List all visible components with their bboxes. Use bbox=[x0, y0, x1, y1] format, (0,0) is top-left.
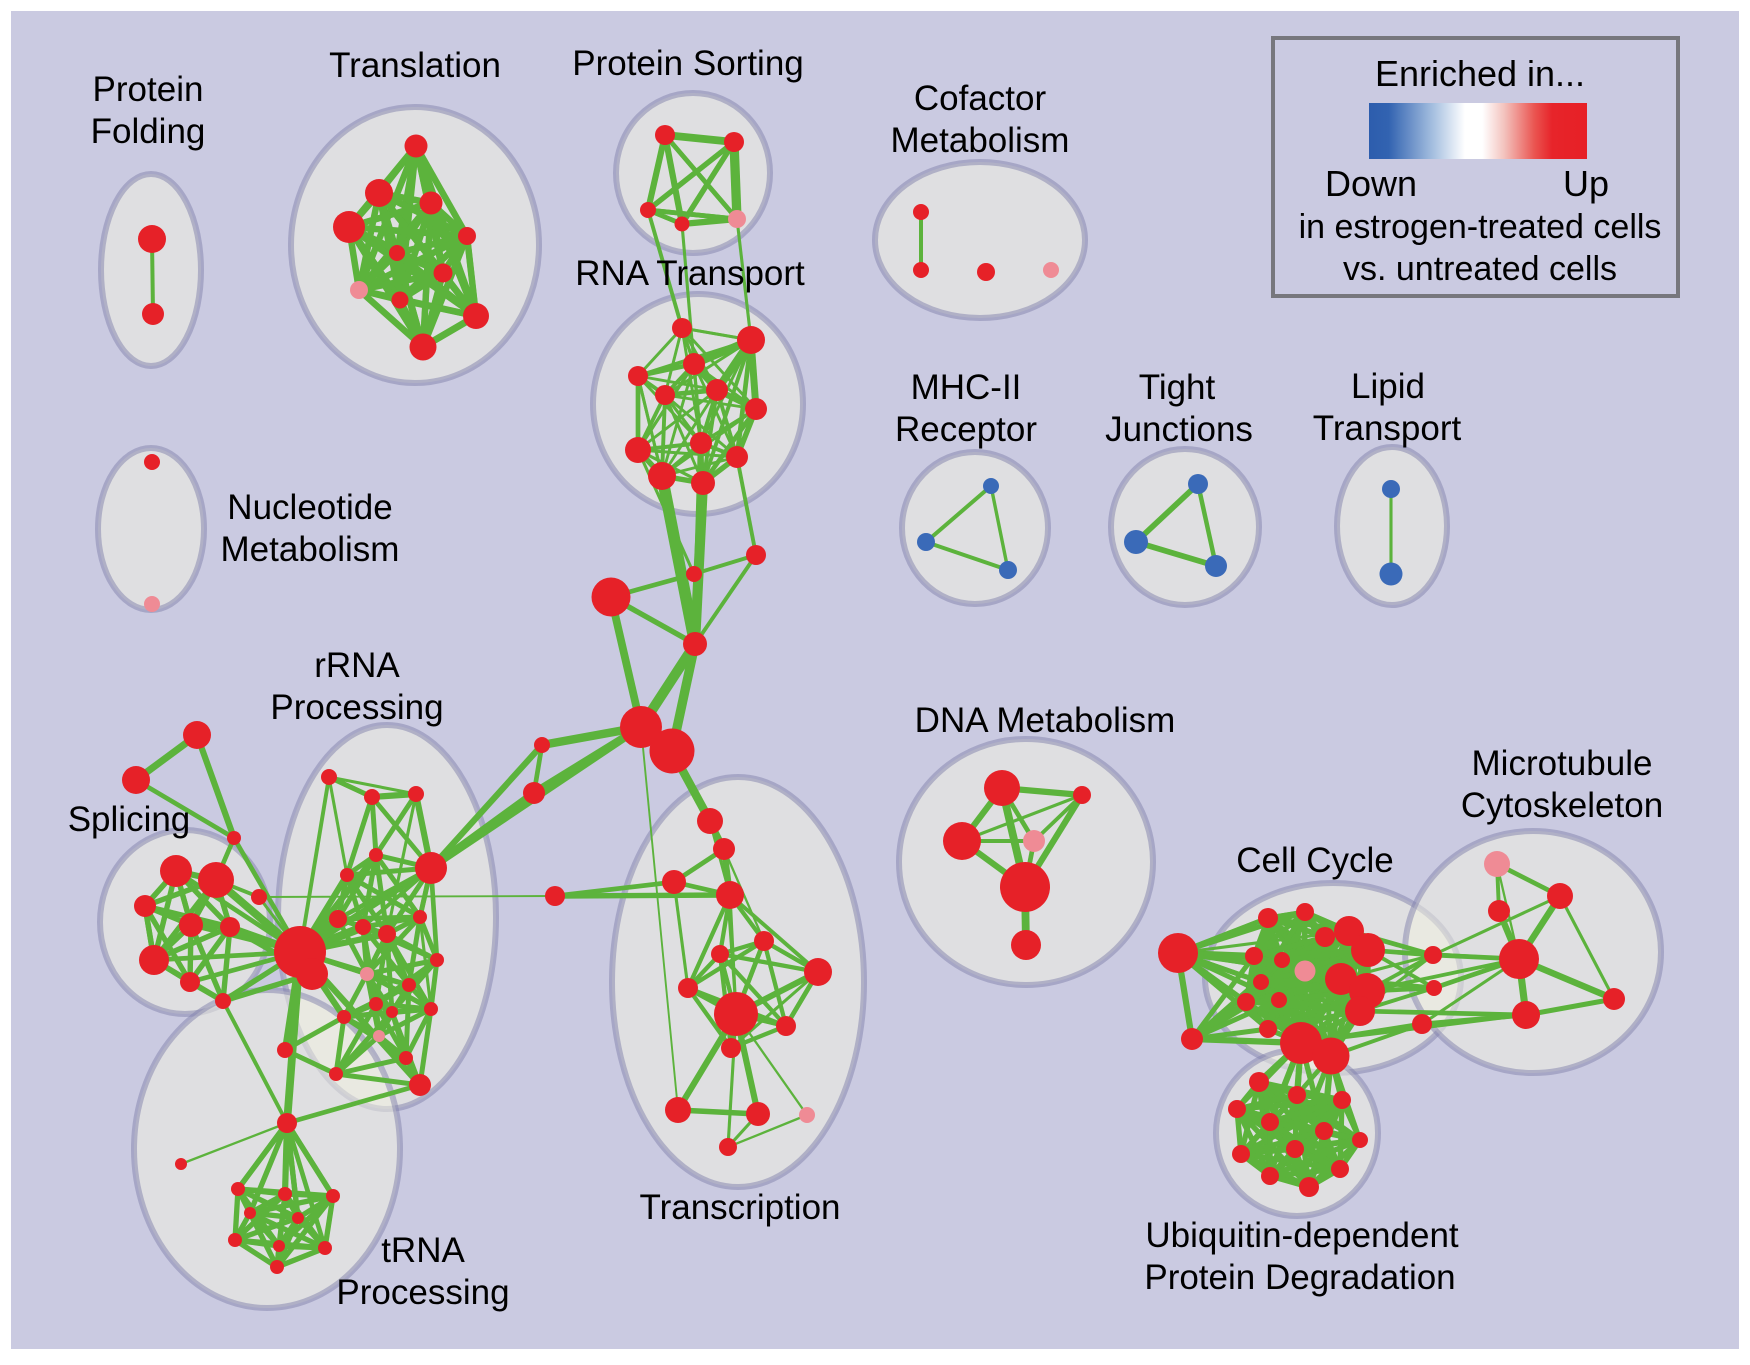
svg-text:Enriched in...: Enriched in... bbox=[1375, 53, 1585, 94]
svg-text:RNA Transport: RNA Transport bbox=[575, 254, 805, 293]
svg-text:MHC-II: MHC-II bbox=[911, 368, 1022, 407]
svg-text:Down: Down bbox=[1325, 163, 1417, 204]
svg-text:Splicing: Splicing bbox=[68, 800, 191, 839]
svg-text:Processing: Processing bbox=[270, 688, 443, 727]
svg-text:Nucleotide: Nucleotide bbox=[227, 488, 392, 527]
svg-text:Protein Degradation: Protein Degradation bbox=[1144, 1258, 1455, 1297]
svg-text:Microtubule: Microtubule bbox=[1472, 744, 1653, 783]
svg-text:Metabolism: Metabolism bbox=[891, 121, 1070, 160]
svg-text:tRNA: tRNA bbox=[381, 1231, 465, 1270]
svg-text:Cofactor: Cofactor bbox=[914, 79, 1047, 118]
svg-text:in estrogen-treated cells: in estrogen-treated cells bbox=[1299, 208, 1662, 246]
svg-text:Folding: Folding bbox=[91, 112, 206, 151]
svg-text:Transcription: Transcription bbox=[640, 1188, 841, 1227]
svg-text:Transport: Transport bbox=[1313, 409, 1462, 448]
svg-text:vs. untreated cells: vs. untreated cells bbox=[1343, 250, 1617, 288]
svg-text:Junctions: Junctions bbox=[1105, 410, 1253, 449]
svg-text:Up: Up bbox=[1563, 163, 1609, 204]
svg-text:Receptor: Receptor bbox=[895, 410, 1037, 449]
svg-text:Ubiquitin-dependent: Ubiquitin-dependent bbox=[1145, 1216, 1459, 1255]
svg-text:Cell Cycle: Cell Cycle bbox=[1236, 841, 1394, 880]
svg-text:Metabolism: Metabolism bbox=[221, 530, 400, 569]
svg-text:Tight: Tight bbox=[1139, 368, 1216, 407]
svg-text:Translation: Translation bbox=[329, 46, 501, 85]
svg-text:Cytoskeleton: Cytoskeleton bbox=[1461, 786, 1663, 825]
svg-text:Protein Sorting: Protein Sorting bbox=[572, 44, 804, 83]
svg-text:rRNA: rRNA bbox=[314, 646, 400, 685]
svg-text:Lipid: Lipid bbox=[1351, 367, 1425, 406]
svg-text:Processing: Processing bbox=[336, 1273, 509, 1312]
svg-text:DNA Metabolism: DNA Metabolism bbox=[915, 701, 1176, 740]
svg-text:Protein: Protein bbox=[93, 70, 204, 109]
